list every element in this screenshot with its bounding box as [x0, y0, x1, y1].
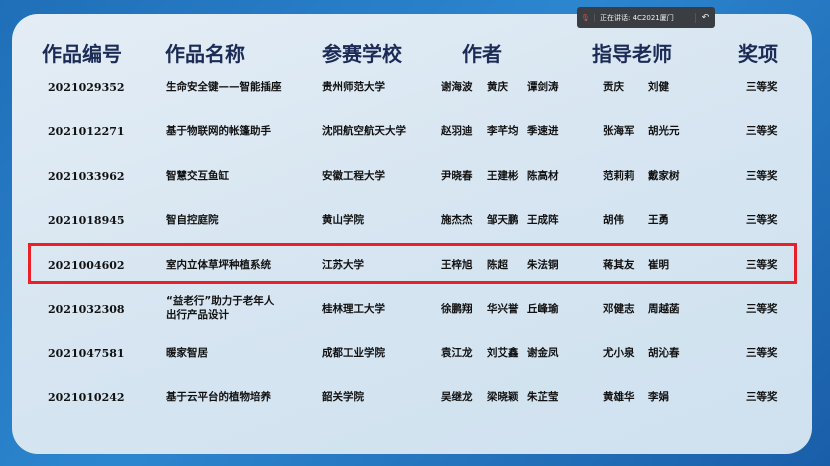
- advisor: 张海军: [603, 125, 635, 137]
- author: 季速进: [527, 125, 559, 137]
- work-title: 暖家智居: [166, 347, 208, 359]
- school: 贵州师范大学: [322, 81, 385, 93]
- advisor: 周越菡: [648, 303, 680, 315]
- advisor: 贡庆: [603, 81, 624, 93]
- advisor: 崔明: [648, 259, 669, 271]
- award: 三等奖: [746, 391, 778, 403]
- advisor: 胡光元: [648, 125, 680, 137]
- author: 陈高材: [527, 170, 559, 182]
- work-id: 2021018945: [48, 214, 125, 227]
- column-header: 指导老师: [592, 42, 672, 66]
- school: 桂林理工大学: [322, 303, 385, 315]
- school: 安徽工程大学: [322, 170, 385, 182]
- award: 三等奖: [746, 214, 778, 226]
- work-id: 2021010242: [48, 391, 125, 404]
- award: 三等奖: [746, 259, 778, 271]
- work-id: 2021012271: [48, 125, 125, 138]
- school: 黄山学院: [322, 214, 364, 226]
- award: 三等奖: [746, 81, 778, 93]
- author: 华兴誉: [487, 303, 519, 315]
- advisor: 李娟: [648, 391, 669, 403]
- slide-card: [12, 14, 812, 454]
- work-title: 室内立体草坪种植系统: [166, 259, 271, 271]
- advisor: 尤小泉: [603, 347, 635, 359]
- advisor: 邓健志: [603, 303, 635, 315]
- school: 江苏大学: [322, 259, 364, 271]
- award: 三等奖: [746, 125, 778, 137]
- advisor: 蒋其友: [603, 259, 635, 271]
- author: 吴继龙: [441, 391, 473, 403]
- work-id: 2021029352: [48, 81, 125, 94]
- author: 尹晓春: [441, 170, 473, 182]
- author: 王成阵: [527, 214, 559, 226]
- author: 袁江龙: [441, 347, 473, 359]
- column-header: 奖项: [738, 42, 778, 66]
- author: 丘峰瑜: [527, 303, 559, 315]
- author: 赵羽迪: [441, 125, 473, 137]
- column-header: 作者: [462, 42, 502, 66]
- speaking-text: 正在讲话: 4C2021厦门: [600, 13, 674, 22]
- school: 韶关学院: [322, 391, 364, 403]
- microphone-icon: 🎙: [577, 13, 595, 22]
- work-title: 基于物联网的帐篷助手: [166, 125, 271, 137]
- work-id: 2021033962: [48, 170, 125, 183]
- work-title: “益老行”助力于老年人: [166, 295, 275, 307]
- award: 三等奖: [746, 303, 778, 315]
- work-title-line2: 出行产品设计: [166, 309, 229, 321]
- award: 三等奖: [746, 347, 778, 359]
- advisor: 胡沁春: [648, 347, 680, 359]
- advisor: 黄雄华: [603, 391, 635, 403]
- author: 朱芷莹: [527, 391, 559, 403]
- advisor: 王勇: [648, 214, 669, 226]
- advisor: 戴家树: [648, 170, 680, 182]
- highlight-box: [28, 243, 797, 284]
- work-title: 智自控庭院: [166, 214, 219, 226]
- school: 成都工业学院: [322, 347, 385, 359]
- award: 三等奖: [746, 170, 778, 182]
- author: 黄庆: [487, 81, 508, 93]
- advisor: 胡伟: [603, 214, 624, 226]
- reply-icon[interactable]: ↶: [695, 12, 715, 23]
- work-id: 2021047581: [48, 347, 125, 360]
- advisor: 范莉莉: [603, 170, 635, 182]
- author: 朱法铜: [527, 259, 559, 271]
- author: 谢海波: [441, 81, 473, 93]
- school: 沈阳航空航天大学: [322, 125, 406, 137]
- author: 陈超: [487, 259, 508, 271]
- author: 梁晓颖: [487, 391, 519, 403]
- author: 刘艾鑫: [487, 347, 519, 359]
- column-header: 参赛学校: [322, 42, 402, 66]
- author: 王建彬: [487, 170, 519, 182]
- work-id: 2021004602: [48, 259, 125, 272]
- meeting-speaking-bar: 🎙 正在讲话: 4C2021厦门 ↶: [577, 7, 715, 28]
- author: 施杰杰: [441, 214, 473, 226]
- work-id: 2021032308: [48, 303, 125, 316]
- work-title: 基于云平台的植物培养: [166, 391, 271, 403]
- work-title: 生命安全键——智能插座: [166, 81, 282, 93]
- author: 邹天鹏: [487, 214, 519, 226]
- work-title: 智慧交互鱼缸: [166, 170, 229, 182]
- column-header: 作品名称: [165, 42, 245, 66]
- column-header: 作品编号: [42, 42, 122, 66]
- advisor: 刘健: [648, 81, 669, 93]
- author: 谭剑涛: [527, 81, 559, 93]
- author: 王梓旭: [441, 259, 473, 271]
- author: 徐鹏翔: [441, 303, 473, 315]
- author: 谢金凤: [527, 347, 559, 359]
- author: 李芊均: [487, 125, 519, 137]
